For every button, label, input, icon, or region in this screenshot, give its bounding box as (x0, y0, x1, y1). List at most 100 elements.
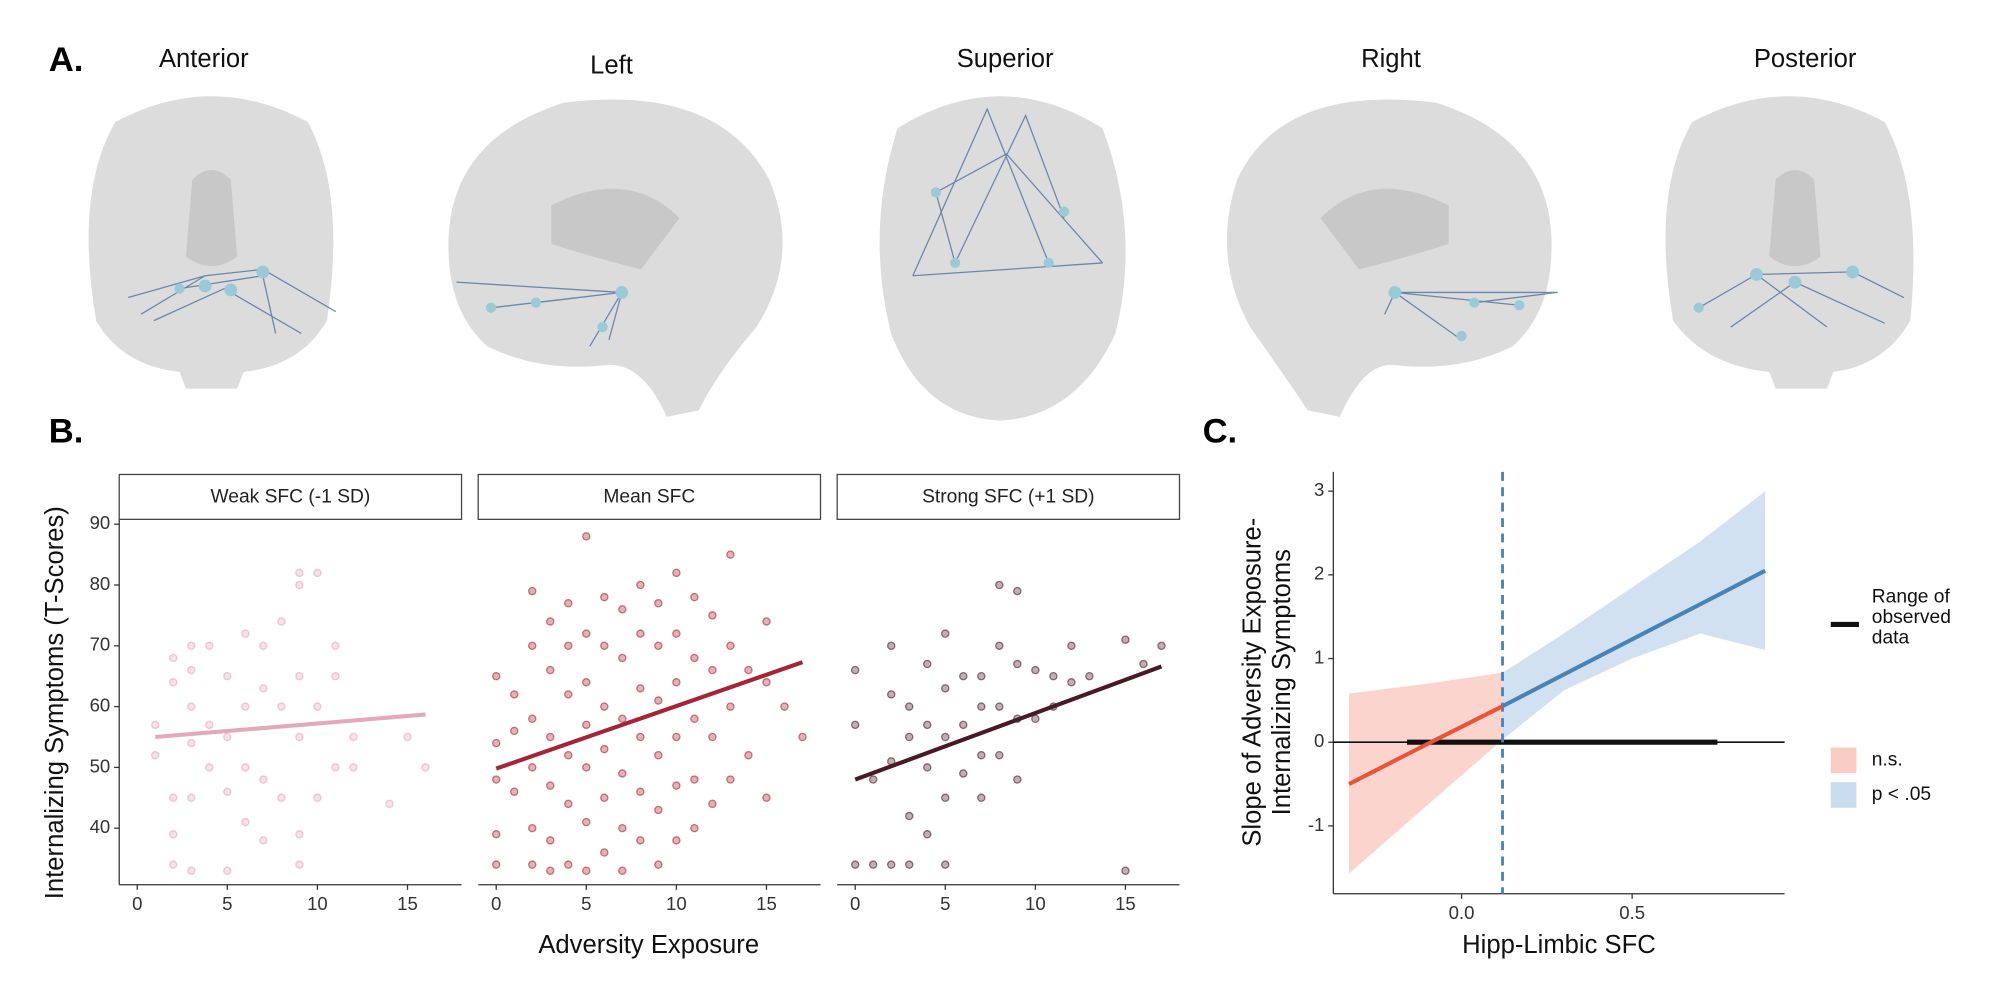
point (582, 866, 591, 875)
x-tick-label: 0 (491, 893, 501, 914)
x-tick-label: 5 (940, 893, 950, 914)
y-tick-label: 1 (1314, 646, 1324, 667)
point (169, 830, 178, 839)
point (421, 763, 430, 772)
y-tick-label: 50 (90, 755, 111, 776)
view-title: Right (1361, 45, 1421, 73)
point (295, 568, 304, 578)
point (977, 671, 986, 681)
point (654, 805, 663, 815)
point (654, 751, 663, 760)
point (654, 696, 663, 705)
point (528, 641, 537, 651)
facet-strip (477, 473, 822, 520)
y-axis-label: Slope of Adversity Exposure- (1239, 518, 1267, 847)
point (295, 732, 304, 742)
point (241, 702, 250, 711)
point (331, 641, 340, 651)
point (636, 580, 645, 590)
y-axis-label: Internalizing Symptoms (T-Scores) (41, 506, 69, 899)
point (1121, 866, 1130, 875)
point (169, 860, 178, 869)
point (546, 617, 555, 626)
point (654, 599, 663, 608)
point (941, 629, 950, 638)
point (295, 860, 304, 869)
fit-line (854, 664, 1163, 782)
point (205, 720, 214, 730)
point (780, 702, 789, 711)
y-tick-label: 3 (1314, 479, 1324, 500)
brain-superior (879, 96, 1126, 421)
point (672, 732, 681, 742)
point (672, 629, 681, 638)
confidence-band (1349, 672, 1503, 874)
brain-right (1226, 99, 1558, 417)
point (600, 641, 609, 651)
point (295, 580, 304, 590)
point (1031, 665, 1040, 675)
point (690, 714, 699, 723)
y-tick-label: 90 (90, 512, 111, 533)
view-title: Left (590, 52, 633, 80)
point (690, 653, 699, 663)
point (905, 732, 914, 742)
point (762, 678, 771, 687)
point (672, 678, 681, 687)
point (941, 793, 950, 803)
x-tick-label: 10 (666, 893, 687, 914)
point (223, 671, 232, 681)
point (1049, 671, 1058, 681)
point (636, 732, 645, 742)
point (636, 684, 645, 693)
point (654, 641, 663, 651)
point (1013, 586, 1022, 596)
point (1085, 671, 1094, 681)
point (726, 641, 735, 651)
point (582, 678, 591, 687)
point (241, 763, 250, 772)
point (923, 659, 932, 669)
point (977, 793, 986, 803)
point (385, 799, 394, 809)
point (331, 763, 340, 772)
slope-line (1348, 704, 1504, 786)
brain-posterior (1665, 96, 1914, 389)
point (1121, 635, 1130, 644)
point (277, 617, 286, 626)
point (241, 817, 250, 827)
point (850, 860, 860, 869)
x-tick-label: 15 (1115, 893, 1136, 914)
point (850, 720, 860, 730)
x-tick-label: 15 (756, 893, 777, 914)
point (744, 751, 753, 760)
point (977, 751, 986, 760)
facet-label: Weak SFC (-1 SD) (210, 487, 370, 508)
legend-label: p < .05 (1872, 784, 1931, 805)
point (618, 823, 627, 833)
point (708, 665, 717, 675)
fit-line (495, 660, 804, 771)
point (295, 830, 304, 839)
point (528, 714, 537, 723)
point (510, 787, 519, 796)
point (1031, 714, 1040, 723)
point (1067, 678, 1076, 687)
point (491, 860, 501, 869)
x-axis-label: Adversity Exposure (538, 931, 759, 959)
x-tick-label: 0 (132, 893, 142, 914)
point (905, 702, 914, 711)
point (187, 866, 196, 875)
point (690, 823, 699, 833)
y-tick-label: 60 (90, 695, 111, 716)
point (708, 732, 717, 742)
point (886, 860, 896, 869)
panel-label: B. (49, 413, 84, 451)
point (995, 702, 1004, 711)
point (886, 641, 896, 651)
point (223, 866, 232, 875)
x-tick-label: 5 (222, 893, 232, 914)
point (600, 702, 609, 711)
point (546, 866, 555, 875)
facet-label: Strong SFC (+1 SD) (922, 487, 1094, 508)
